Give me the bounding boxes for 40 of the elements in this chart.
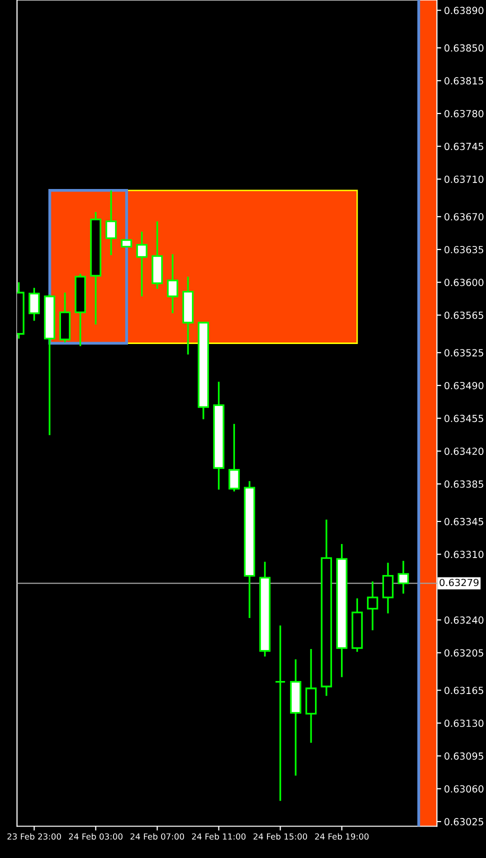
y-tick-label: 0.63345 xyxy=(444,518,484,526)
candlestick xyxy=(228,423,240,492)
y-tick-label: 0.63565 xyxy=(444,312,484,319)
y-tick-label: 0.63670 xyxy=(444,213,484,220)
y-tick-label: 0.63525 xyxy=(444,349,484,356)
y-tick-label: 0.63025 xyxy=(444,818,484,826)
y-tick-label: 0.63240 xyxy=(444,616,484,624)
candlestick xyxy=(398,560,409,594)
y-tick-label: 0.63600 xyxy=(444,278,484,286)
y-tick-label: 0.63385 xyxy=(444,480,484,488)
candlestick xyxy=(167,253,178,314)
x-tick-label: 24 Feb 03:00 xyxy=(68,833,122,840)
candlestick xyxy=(382,562,394,614)
y-tick-label: 0.63060 xyxy=(444,785,484,793)
y-tick-label: 0.63205 xyxy=(444,649,484,657)
candlestick xyxy=(105,190,117,256)
y-tick-label: 0.63095 xyxy=(444,752,484,760)
y-tick-label: 0.63635 xyxy=(444,246,484,254)
candlestick xyxy=(28,287,40,322)
candlestick xyxy=(366,580,378,632)
candlestick xyxy=(274,624,286,802)
ref-line-label: 0.63279 xyxy=(440,578,479,586)
y-tick-label: 0.63165 xyxy=(444,686,484,694)
x-tick-label: 24 Feb 15:00 xyxy=(254,833,308,840)
y-tick-label: 0.63710 xyxy=(444,176,484,183)
y-tick-label: 0.63815 xyxy=(444,77,484,84)
y-tick-label: 0.63745 xyxy=(444,142,484,150)
y-tick-label: 0.63455 xyxy=(444,414,484,422)
y-tick-label: 0.63890 xyxy=(444,6,484,14)
y-tick-label: 0.63310 xyxy=(444,550,484,558)
y-tick-label: 0.63420 xyxy=(444,448,484,455)
y-tick-label: 0.63490 xyxy=(444,382,484,390)
x-tick-label: 23 Feb 23:00 xyxy=(7,833,61,840)
y-tick-label: 0.63850 xyxy=(444,44,484,52)
y-tick-label: 0.63130 xyxy=(444,720,484,727)
x-tick-label: 24 Feb 07:00 xyxy=(130,833,184,840)
y-tick-label: 0.63780 xyxy=(444,110,484,118)
candlestick xyxy=(136,230,148,298)
x-tick-label: 24 Feb 11:00 xyxy=(192,833,246,840)
x-tick-label: 24 Feb 19:00 xyxy=(315,833,369,840)
